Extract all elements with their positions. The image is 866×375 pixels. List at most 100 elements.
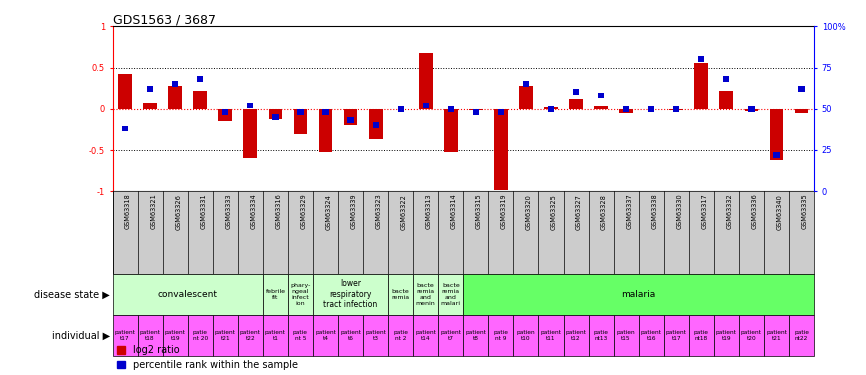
Text: bacte
remia
and
malari: bacte remia and malari [441,283,461,306]
Text: GSM63324: GSM63324 [326,194,332,230]
Bar [347,117,353,123]
Text: malaria: malaria [622,290,656,299]
Bar [143,103,157,109]
Bar [197,76,204,82]
Bar [698,56,704,62]
Text: GSM63315: GSM63315 [475,194,481,230]
Bar [589,315,614,356]
Bar [172,81,178,87]
Bar [423,103,429,108]
Bar [338,315,363,356]
Bar [193,91,207,109]
Bar [413,315,438,356]
Bar [188,315,213,356]
Text: patient
t11: patient t11 [540,330,561,341]
Bar [319,109,333,152]
Bar [469,109,482,110]
Bar [789,315,814,356]
Bar [294,109,307,134]
Text: patie
nt 5: patie nt 5 [293,330,308,341]
Text: patient
t17: patient t17 [114,330,136,341]
Text: lower
respiratory
tract infection: lower respiratory tract infection [323,279,378,309]
Bar [638,315,663,356]
Bar [243,109,257,158]
Bar [419,53,433,109]
Bar [288,315,313,356]
Text: GSM63325: GSM63325 [551,194,557,230]
Bar [498,109,504,115]
Bar [147,86,153,92]
Text: patie
nt13: patie nt13 [593,330,609,341]
Text: GSM63333: GSM63333 [225,194,231,230]
Bar [168,87,182,109]
Bar [548,106,554,112]
Text: patient
t4: patient t4 [315,330,336,341]
Text: GSM63334: GSM63334 [250,194,256,230]
Bar [614,315,638,356]
Bar [764,315,789,356]
Bar [463,274,814,315]
Text: patient
t19: patient t19 [716,330,737,341]
Text: patient
t22: patient t22 [240,330,261,341]
Bar [564,315,589,356]
Bar [798,86,805,92]
Bar [619,109,633,113]
Bar [438,274,463,315]
Text: individual ▶: individual ▶ [52,331,110,340]
Bar [473,109,479,115]
Text: patient
t18: patient t18 [139,330,160,341]
Bar [297,109,304,115]
Bar [598,93,604,99]
Bar [372,122,378,128]
Bar [648,106,655,112]
Text: patient
t16: patient t16 [641,330,662,341]
Text: GSM63316: GSM63316 [275,194,281,230]
Text: GSM63322: GSM63322 [401,194,407,230]
Bar [113,315,138,356]
Text: bacte
remia
and
menin: bacte remia and menin [416,283,436,306]
Bar [263,315,288,356]
Text: phary-
ngeal
infect
ion: phary- ngeal infect ion [290,283,311,306]
Text: GSM63323: GSM63323 [376,194,382,230]
Bar [322,109,328,115]
Text: GSM63321: GSM63321 [150,194,156,230]
Bar [248,103,254,108]
Bar [397,106,404,112]
Text: disease state ▶: disease state ▶ [35,290,110,299]
Text: patient
t12: patient t12 [565,330,586,341]
Text: patient
t14: patient t14 [416,330,436,341]
Text: GSM63320: GSM63320 [526,194,532,230]
Bar [119,74,132,109]
Bar [695,63,708,109]
Bar [573,89,579,95]
Text: patient
t20: patient t20 [741,330,762,341]
Bar [218,109,232,121]
Text: convalescent: convalescent [158,290,217,299]
Text: GSM63330: GSM63330 [676,194,682,230]
Text: GSM63328: GSM63328 [601,194,607,230]
Bar [388,274,413,315]
Text: GSM63319: GSM63319 [501,194,507,230]
Text: GSM63340: GSM63340 [777,194,783,230]
Bar [313,315,338,356]
Text: GSM63317: GSM63317 [701,194,708,230]
Bar [213,315,238,356]
Bar [773,152,779,158]
Bar [438,315,463,356]
Text: patie
nt22: patie nt22 [794,330,809,341]
Bar [223,109,229,115]
Text: patient
t1: patient t1 [265,330,286,341]
Text: patien
t15: patien t15 [617,330,636,341]
Bar [594,106,608,109]
Text: GSM63326: GSM63326 [175,194,181,230]
Text: patient
t8: patient t8 [465,330,487,341]
Bar [313,274,388,315]
Bar [488,315,514,356]
Text: GSM63329: GSM63329 [301,194,307,230]
Bar [663,315,688,356]
Bar [739,315,764,356]
Text: patie
nt18: patie nt18 [694,330,708,341]
Legend: log2 ratio, percentile rank within the sample: log2 ratio, percentile rank within the s… [118,345,298,370]
Text: patient
t6: patient t6 [340,330,361,341]
Bar [544,107,558,109]
